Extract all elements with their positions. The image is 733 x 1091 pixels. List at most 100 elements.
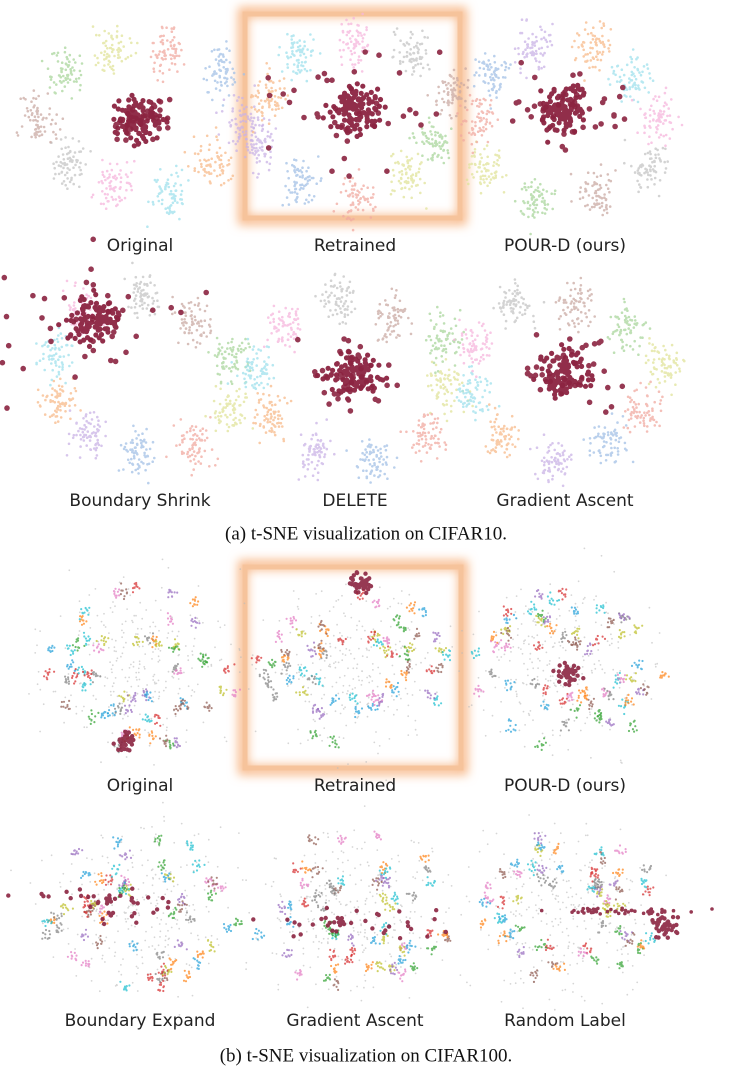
cluster <box>569 163 617 217</box>
cluster <box>405 601 417 615</box>
plot-label: POUR-D (ours) <box>504 776 626 796</box>
forget-cluster <box>111 92 170 149</box>
cluster <box>325 879 335 891</box>
cluster <box>249 61 290 134</box>
cluster <box>600 687 611 698</box>
cluster <box>375 961 385 973</box>
cluster <box>496 895 506 910</box>
forget-cluster <box>531 342 596 401</box>
cluster <box>35 326 74 387</box>
background-cloud <box>442 814 667 1011</box>
cluster <box>534 737 547 751</box>
cluster <box>95 635 110 647</box>
cluster <box>299 877 310 890</box>
cluster <box>306 675 317 686</box>
cluster <box>624 693 635 707</box>
cluster <box>424 305 465 374</box>
cluster <box>70 847 84 856</box>
cluster <box>123 704 133 715</box>
cluster <box>309 729 318 740</box>
cluster <box>354 705 364 719</box>
cluster <box>542 615 552 625</box>
cluster <box>378 892 388 903</box>
forget-scatter <box>539 906 714 917</box>
cluster <box>132 728 141 739</box>
plot-label: DELETE <box>322 491 387 511</box>
cluster <box>119 849 133 861</box>
cluster <box>514 924 526 932</box>
cluster <box>557 587 568 601</box>
cluster <box>179 699 190 710</box>
cluster <box>250 655 263 664</box>
cluster <box>158 734 169 748</box>
cluster <box>281 155 323 207</box>
cluster <box>206 938 216 953</box>
forget-cluster <box>111 729 136 753</box>
cluster <box>536 841 546 851</box>
cluster <box>81 679 92 692</box>
cluster <box>81 669 93 680</box>
cluster <box>493 912 505 924</box>
cluster <box>616 961 624 970</box>
cluster <box>408 116 453 165</box>
cluster <box>398 645 411 661</box>
cluster <box>117 884 128 899</box>
cluster <box>196 950 205 959</box>
plot-label: POUR-D (ours) <box>504 236 626 256</box>
cluster <box>617 629 626 640</box>
cluster <box>301 897 310 908</box>
cluster <box>636 939 646 950</box>
cluster <box>173 939 188 951</box>
cluster <box>559 718 570 732</box>
cluster <box>418 607 427 618</box>
cluster <box>490 630 499 645</box>
cluster <box>636 942 644 955</box>
plot-label: Gradient Ascent <box>286 1011 423 1031</box>
cluster <box>453 318 494 378</box>
cluster <box>171 295 213 349</box>
cluster <box>570 627 581 640</box>
cluster <box>571 640 582 651</box>
cluster <box>70 668 79 685</box>
cluster <box>314 272 357 326</box>
cluster <box>294 968 303 981</box>
cluster <box>441 649 452 662</box>
cluster <box>295 686 309 697</box>
cluster <box>434 647 448 654</box>
cluster <box>128 940 139 952</box>
cluster <box>391 681 400 698</box>
cluster <box>512 894 523 905</box>
cluster <box>547 961 559 969</box>
cluster <box>80 928 90 942</box>
cluster <box>15 89 65 144</box>
cluster <box>285 615 298 629</box>
cluster <box>500 626 513 642</box>
cluster <box>207 336 252 386</box>
cluster <box>277 32 322 83</box>
cluster <box>513 870 523 878</box>
cluster <box>222 663 236 674</box>
cluster <box>118 878 127 890</box>
cluster <box>204 877 215 887</box>
cluster <box>592 634 607 647</box>
cluster <box>593 878 604 887</box>
cluster <box>456 93 500 155</box>
cluster <box>405 891 418 902</box>
cluster <box>437 930 449 939</box>
cluster <box>479 918 487 929</box>
forget-cluster <box>551 660 586 688</box>
cluster <box>619 930 634 943</box>
cluster <box>337 637 347 646</box>
highlight-a <box>238 7 467 225</box>
cluster <box>433 695 443 707</box>
cluster <box>473 684 485 698</box>
cluster <box>639 683 650 696</box>
cluster <box>570 20 613 82</box>
cluster <box>582 412 635 465</box>
cluster <box>390 891 399 905</box>
forget-cluster <box>347 570 374 596</box>
cluster <box>605 718 615 727</box>
cluster <box>112 587 121 599</box>
cluster <box>593 709 603 722</box>
cluster <box>83 894 92 906</box>
